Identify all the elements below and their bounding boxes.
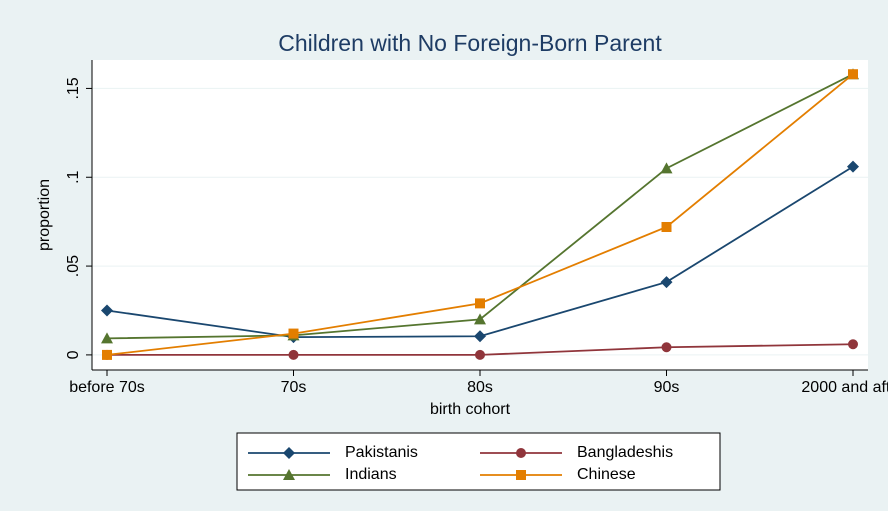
legend-label: Chinese [577,466,636,483]
marker [288,328,299,339]
x-tick-label: before 70s [69,379,145,396]
legend-label: Bangladeshis [577,444,673,461]
marker [474,330,486,343]
y-tick-label: .15 [65,77,82,99]
marker [283,469,295,480]
marker [848,69,858,80]
marker [848,339,858,350]
marker [475,298,485,309]
marker [661,221,672,232]
x-tick-label: 90s [654,379,680,396]
x-tick-label: 2000 and after [801,379,888,396]
marker [516,448,526,458]
marker [288,349,299,360]
legend [236,432,721,491]
legend-label: Pakistanis [345,444,418,461]
marker [516,470,526,480]
legend-label: Indians [345,466,397,483]
x-tick-label: 70s [281,379,307,396]
chart-title: Children with No Foreign-Born Parent [278,30,662,56]
y-tick-label: .05 [65,255,82,277]
marker [475,349,485,360]
marker [283,447,295,459]
marker [660,276,673,289]
marker [847,160,859,173]
y-tick-label: 0 [65,350,82,359]
marker [102,349,112,360]
marker [474,313,486,325]
marker [661,342,672,353]
marker [660,162,673,174]
x-tick-label: 80s [467,379,493,396]
marker [101,332,113,344]
x-axis-label: birth cohort [430,401,511,418]
y-tick-label: .1 [65,170,82,183]
marker [101,304,113,317]
y-axis-label: proportion [36,179,53,251]
